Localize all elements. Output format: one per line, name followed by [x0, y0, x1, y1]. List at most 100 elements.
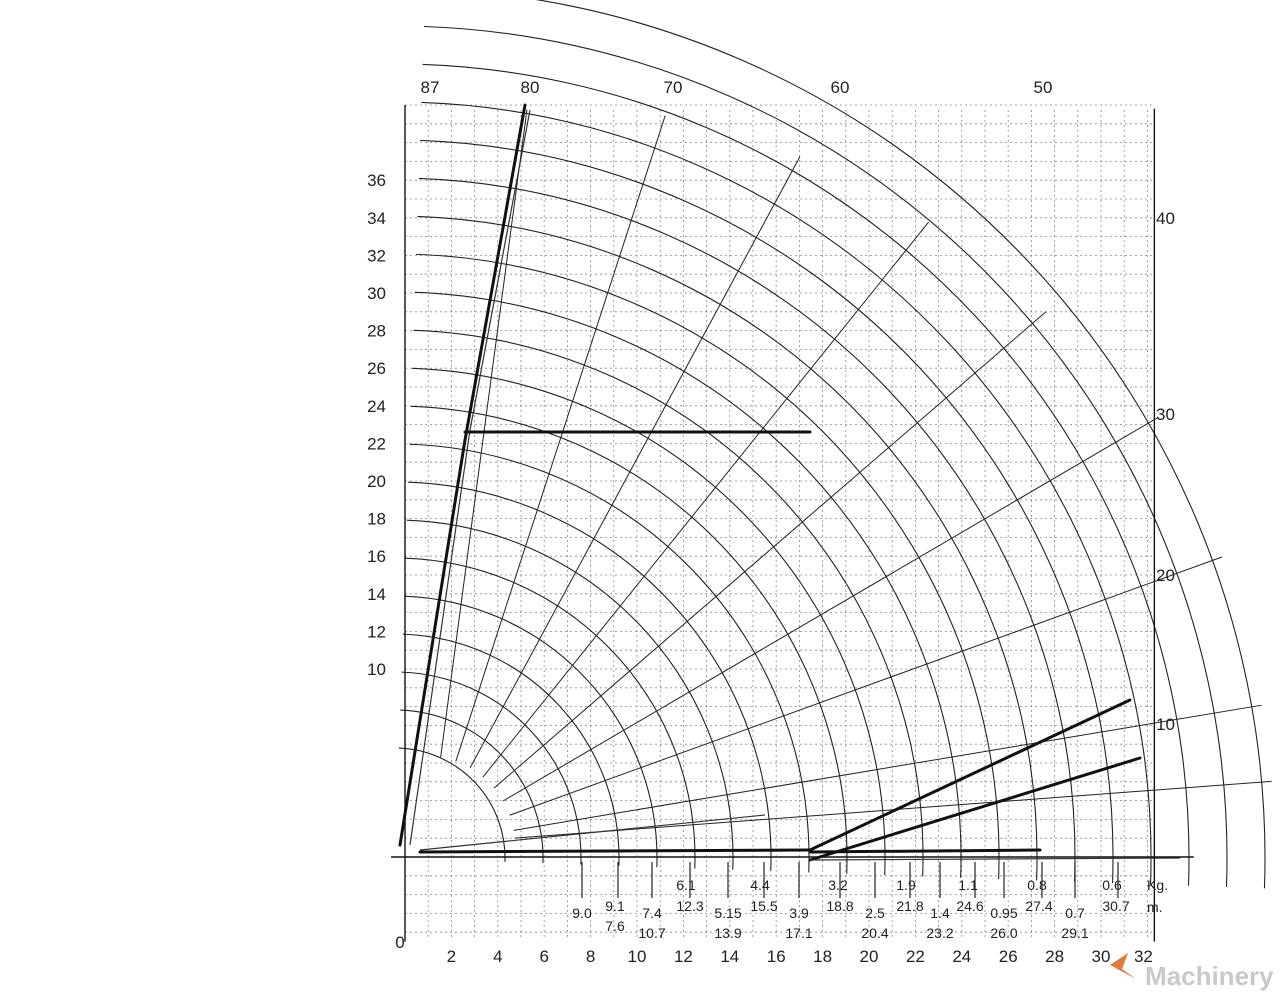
load-kg-label: 7.4: [642, 905, 662, 921]
reach-arc: [404, 595, 658, 868]
load-m-label: 20.4: [861, 925, 888, 941]
y-tick-label: 14: [367, 585, 386, 604]
main-boom-lower: [398, 438, 467, 847]
axes: [391, 105, 1194, 942]
reach-arc: [416, 253, 1000, 880]
load-kg-label: 5.15: [714, 905, 741, 921]
axis-labels: 2 4 6 8 10 12 14 16 18 20 22 24 26 28 30 32010121416182…: [367, 78, 1175, 966]
x-tick-label: 12: [674, 947, 693, 966]
reach-arc: [421, 101, 1152, 885]
load-m-label: 13.9: [714, 925, 741, 941]
load-kg-label: 15.5: [750, 898, 777, 914]
y-tick-label: 26: [367, 359, 386, 378]
main-boom-section: [409, 429, 471, 846]
x-tick-label: 26: [999, 947, 1018, 966]
right-scale-label: 20: [1156, 566, 1175, 585]
reach-arc: [412, 367, 886, 876]
y-tick-label: 36: [367, 171, 386, 190]
angle-rays: [440, 109, 1272, 839]
reach-arcs: [398, 0, 1266, 889]
load-kg-label: 1.9: [896, 877, 916, 893]
load-kg-label: 27.4: [1025, 898, 1052, 914]
y-tick-label: 24: [367, 397, 386, 416]
load-kg-label: 0.7: [1065, 905, 1085, 921]
x-tick-label: 32: [1134, 947, 1153, 966]
x-tick-label: 20: [860, 947, 879, 966]
watermark-text: Machinery: [1145, 961, 1274, 991]
load-kg-label: 1.1: [958, 877, 978, 893]
angle-ray: [513, 704, 1262, 831]
load-kg-label: 0.8: [1027, 877, 1047, 893]
load-kg-label: 3.2: [828, 877, 848, 893]
y-tick-label: 22: [367, 434, 386, 453]
unit-m-label: m.: [1147, 899, 1163, 915]
angle-label: 60: [831, 78, 850, 97]
angle-label: 87: [421, 78, 440, 97]
y-tick-label: 16: [367, 547, 386, 566]
reach-arc: [400, 709, 544, 864]
angle-ray: [455, 115, 666, 762]
load-m-label: 23.2: [926, 925, 953, 941]
load-kg-label: 0.6: [1102, 877, 1122, 893]
watermark: Machinery: [1110, 953, 1274, 991]
load-m-label: 29.1: [1061, 925, 1088, 941]
y-tick-label: 18: [367, 510, 386, 529]
reach-arc: [424, 25, 1228, 888]
jib-inclined-lower: [808, 756, 1142, 862]
load-kg-label: 30.7: [1102, 898, 1129, 914]
angle-ray: [502, 417, 1158, 802]
reach-arc: [417, 215, 1038, 881]
x-tick-label: 24: [952, 947, 971, 966]
x-tick-label: 14: [720, 947, 739, 966]
reach-arc: [413, 329, 924, 877]
ground-extension: [809, 857, 1181, 861]
angle-label: 50: [1034, 78, 1053, 97]
reach-arc: [402, 633, 620, 866]
load-kg-label: 21.8: [896, 898, 923, 914]
reach-arc: [418, 177, 1076, 882]
right-scale-label: 30: [1156, 405, 1175, 424]
x-tick-label: 16: [767, 947, 786, 966]
y-tick-label: 10: [367, 660, 386, 679]
y-tick-label: 32: [367, 246, 386, 265]
right-scale-label: 40: [1156, 209, 1175, 228]
x-tick-label: 10: [628, 947, 647, 966]
right-scale-label: 10: [1156, 715, 1175, 734]
main-boom-section: [469, 109, 531, 431]
reach-arc: [398, 747, 506, 862]
x-tick-label: 6: [539, 947, 548, 966]
load-kg-label: 9.1: [605, 898, 625, 914]
low-boom: [419, 814, 766, 851]
load-kg-label: 24.6: [956, 898, 983, 914]
load-m-label: 26.0: [990, 925, 1017, 941]
angle-ray: [493, 311, 1047, 789]
low-boom-flat: [418, 848, 812, 854]
angle-ray: [482, 221, 929, 778]
reach-arc: [409, 443, 810, 873]
load-kg-label: 18.8: [826, 898, 853, 914]
reach-arc: [535, 0, 1266, 889]
angle-label: 70: [664, 78, 683, 97]
load-kg-label: 2.5: [865, 905, 885, 921]
load-kg-label: 1.4: [930, 905, 950, 921]
angle-ray: [469, 156, 801, 769]
jib-flat: [808, 848, 1042, 854]
watermark-logo-icon: [1110, 953, 1136, 979]
load-kg-label: 3.9: [789, 905, 809, 921]
reach-arc: [420, 139, 1114, 884]
y-tick-label: 20: [367, 472, 386, 491]
reach-arc: [422, 63, 1190, 886]
load-labels: 9.0 9.1 7.6 7.4 10.7 6.1 12.3 5.15 13.9 4.4 15.5 3.…: [572, 862, 1130, 941]
boom-positions: [398, 103, 1181, 862]
x-tick-label: 4: [493, 947, 502, 966]
x-tick-label: 28: [1045, 947, 1064, 966]
reach-arc: [410, 405, 848, 874]
main-boom-upper: [463, 103, 527, 442]
grid: [405, 104, 1155, 937]
x-tick-label: 18: [813, 947, 832, 966]
jib-inclined-upper: [808, 698, 1132, 852]
reach-arc: [408, 481, 772, 872]
load-m-label: 17.1: [785, 925, 812, 941]
load-kg-label: 12.3: [676, 898, 703, 914]
y-tick-label: 34: [367, 209, 386, 228]
